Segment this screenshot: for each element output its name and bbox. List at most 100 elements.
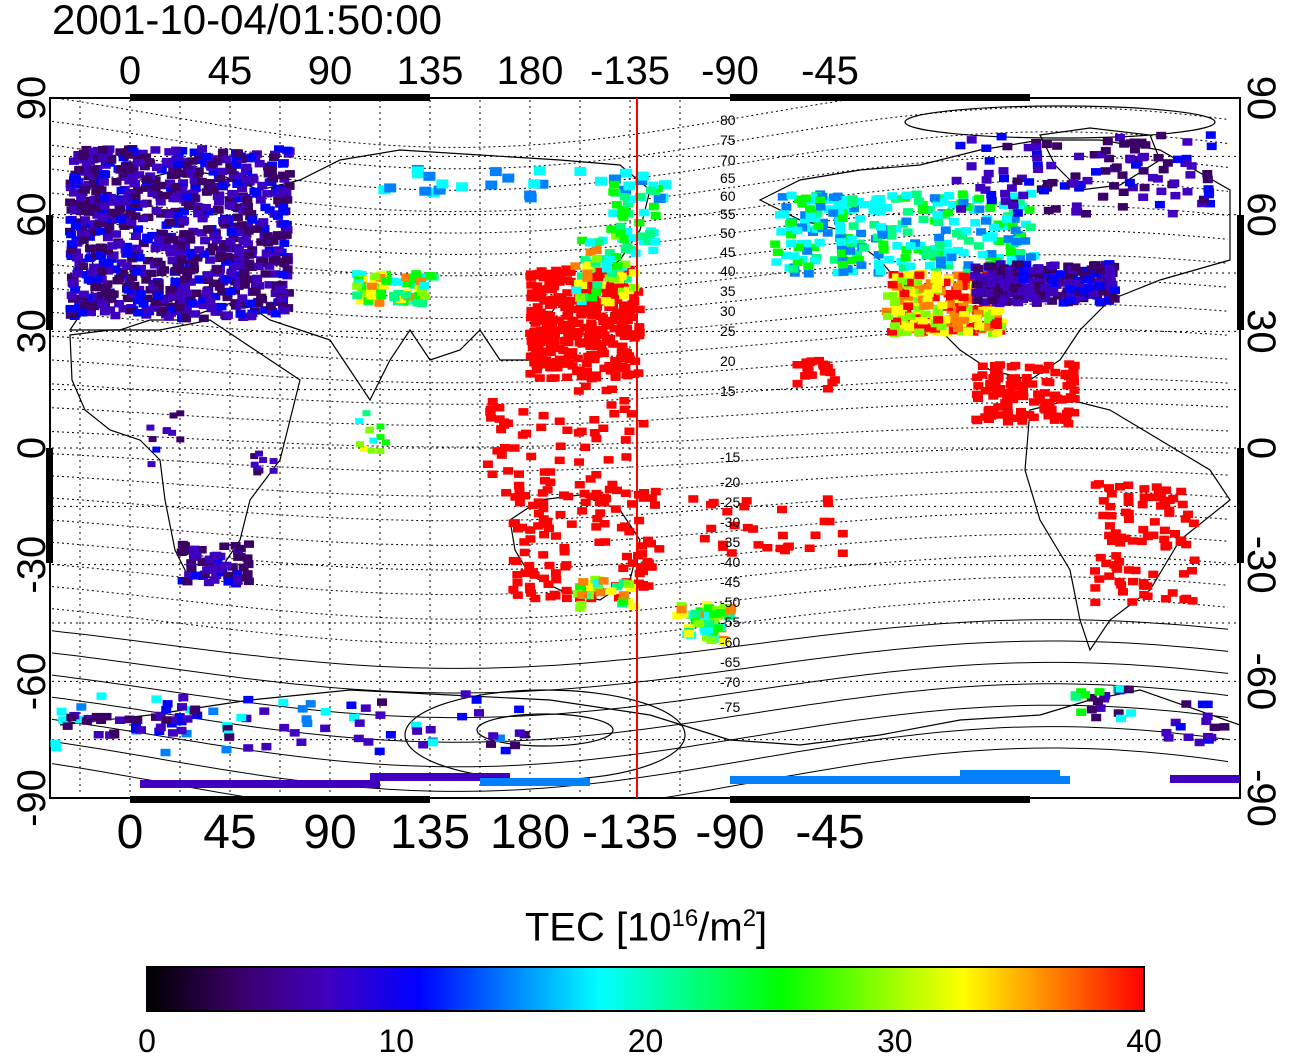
contour-line (51, 683, 1229, 743)
tec-measurement (547, 285, 557, 293)
tec-measurement (387, 277, 398, 286)
tec-measurement (1061, 369, 1071, 378)
tec-measurement (436, 179, 449, 189)
tec-measurement (1114, 558, 1125, 566)
tec-measurement (1077, 292, 1087, 301)
tec-measurement (153, 292, 164, 300)
tec-measurement (142, 294, 152, 303)
tec-measurement (202, 566, 213, 574)
tec-measurement (81, 203, 92, 212)
tec-measurement (199, 570, 210, 579)
tec-measurement (1092, 697, 1103, 705)
tec-measurement (1025, 223, 1036, 231)
tec-measurement (237, 184, 248, 193)
tec-measurement (591, 246, 602, 255)
tec-measurement (69, 173, 80, 181)
tec-measurement (626, 410, 637, 418)
tec-measurement (1046, 267, 1057, 275)
contour-label: -35 (720, 534, 740, 550)
tec-measurement (77, 309, 88, 317)
tec-measurement (1161, 486, 1172, 494)
tec-measurement (254, 282, 265, 290)
tec-measurement (856, 229, 867, 238)
tec-measurement (1018, 388, 1029, 396)
tec-measurement (126, 217, 137, 226)
tec-measurement (546, 364, 557, 372)
tec-measurement (211, 571, 222, 579)
tec-measurement (539, 530, 550, 539)
tec-measurement (177, 540, 188, 549)
tec-measurement (1048, 287, 1059, 296)
tec-measurement (617, 287, 628, 296)
tec-measurement (986, 262, 997, 271)
tec-measurement (116, 165, 127, 173)
tec-measurement (67, 279, 78, 287)
tec-measurement (161, 716, 172, 724)
tec-measurement (84, 254, 95, 263)
tec-measurement (946, 253, 957, 262)
tec-measurement (1033, 390, 1044, 398)
tec-measurement (983, 407, 994, 415)
tec-measurement (612, 262, 623, 270)
tec-measurement (401, 279, 412, 288)
tec-measurement (805, 212, 816, 221)
tec-measurement (934, 241, 945, 249)
tec-measurement (1100, 167, 1111, 175)
tec-measurement (994, 305, 1005, 314)
tec-measurement (904, 323, 915, 331)
tec-measurement (205, 179, 216, 187)
tec-measurement (1139, 183, 1150, 192)
tec-measurement (796, 240, 807, 248)
tec-measurement (875, 207, 886, 216)
tec-measurement (585, 304, 596, 312)
tec-measurement (845, 256, 856, 265)
tec-measurement (1138, 525, 1149, 534)
tec-measurement (1104, 267, 1115, 276)
tec-measurement (226, 166, 237, 175)
tec-measurement (179, 217, 190, 225)
tec-measurement (159, 266, 169, 274)
tec-measurement (977, 371, 988, 379)
tec-measurement (1076, 688, 1087, 696)
tec-measurement (638, 583, 649, 591)
tec-measurement (1090, 598, 1101, 607)
tec-measurement (186, 299, 197, 307)
tec-measurement (919, 302, 930, 310)
tec-measurement (951, 176, 962, 185)
tec-measurement (1168, 494, 1179, 503)
tec-measurement (244, 251, 255, 259)
tec-measurement (990, 367, 1001, 376)
tec-measurement (227, 563, 238, 571)
tec-measurement (966, 162, 977, 171)
tec-measurement (1170, 530, 1180, 538)
tec-measurement (940, 278, 951, 287)
tec-measurement (1158, 165, 1169, 174)
tec-measurement (619, 168, 632, 178)
tec-measurement (250, 287, 261, 295)
tec-measurement (984, 157, 995, 165)
tec-measurement (1202, 712, 1213, 721)
colorbar-tick-label: 0 (138, 1023, 156, 1057)
tec-measurement (376, 434, 385, 441)
tec-measurement (296, 738, 307, 746)
tec-measurement (142, 235, 153, 244)
tec-measurement (118, 305, 129, 313)
tec-measurement (202, 226, 213, 234)
tec-measurement (139, 162, 150, 171)
tec-measurement (595, 509, 606, 517)
tec-measurement (95, 243, 106, 251)
y-tick-label-right: 0 (1239, 437, 1283, 459)
tec-measurement (581, 359, 592, 368)
tec-measurement (580, 498, 591, 507)
tec-measurement (1015, 255, 1026, 263)
tec-measurement (837, 529, 848, 538)
tec-measurement (615, 222, 626, 231)
tec-measurement (1013, 260, 1024, 269)
tec-measurement (305, 700, 316, 708)
tec-measurement (262, 232, 273, 240)
tec-measurement (97, 213, 108, 222)
tec-measurement (985, 288, 996, 297)
tec-measurement (192, 254, 203, 262)
tec-measurement (533, 356, 544, 364)
